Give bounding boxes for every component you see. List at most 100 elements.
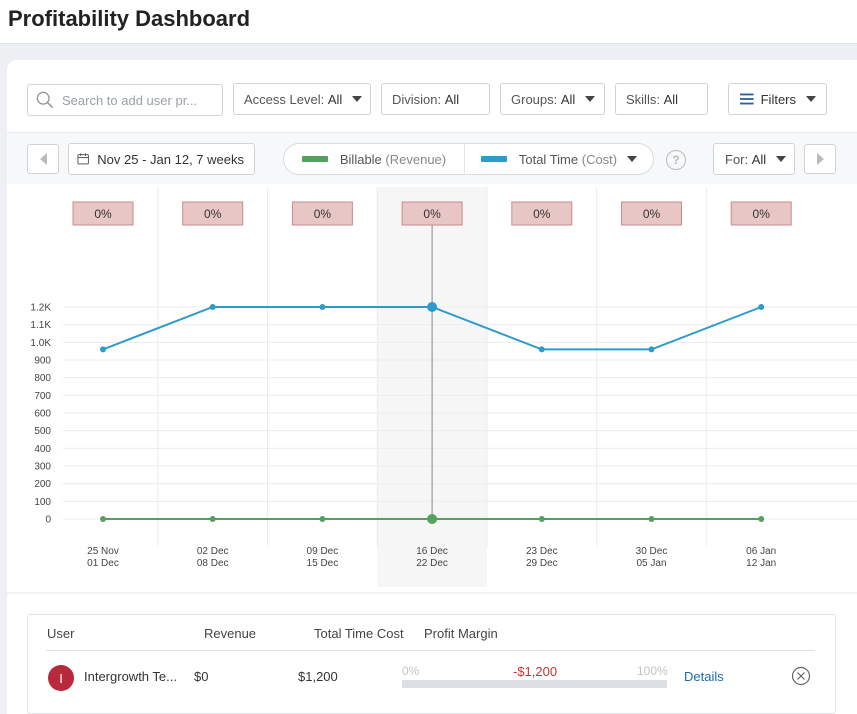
division-label: Division: bbox=[392, 91, 442, 107]
groups-dropdown[interactable]: Groups: All bbox=[500, 83, 605, 115]
margin-max-label: 100% bbox=[637, 664, 668, 678]
margin-label-box bbox=[182, 201, 244, 226]
margin-label: 0% bbox=[533, 207, 551, 221]
next-period-button[interactable] bbox=[804, 144, 836, 174]
margin-label-box bbox=[72, 201, 134, 226]
total-time-swatch bbox=[480, 156, 507, 162]
billable-revenue-point bbox=[209, 516, 216, 522]
for-dropdown[interactable]: For: All bbox=[713, 143, 795, 175]
y-tick-label: 600 bbox=[34, 409, 51, 420]
y-tick-label: 900 bbox=[34, 356, 51, 367]
margin-value: -$1,200 bbox=[513, 664, 558, 679]
y-tick-label: 700 bbox=[34, 391, 51, 402]
division-dropdown[interactable]: Division: All bbox=[381, 83, 490, 115]
caret-down-icon bbox=[776, 156, 787, 162]
x-tick-label: 02 Dec bbox=[197, 546, 229, 557]
user-revenue: $0 bbox=[194, 669, 209, 684]
profitability-chart: 0 100 200 300 400 500 600 700 800 900 1.0K 1.1K 1.2K… bbox=[7, 187, 857, 594]
x-tick-label: 05 Jan bbox=[636, 558, 666, 569]
billable-revenue-point bbox=[427, 514, 438, 524]
date-range-label: Nov 25 - Jan 12, 7 weeks bbox=[97, 151, 244, 167]
y-tick-label: 300 bbox=[34, 462, 51, 473]
legend-billable[interactable]: Billable (Revenue) bbox=[284, 144, 464, 174]
filters-button[interactable]: Filters bbox=[728, 83, 827, 115]
billable-revenue-point bbox=[648, 516, 655, 522]
y-tick-label: 400 bbox=[34, 444, 51, 455]
y-tick-label: 1.0K bbox=[30, 338, 51, 349]
caret-down-icon bbox=[585, 96, 596, 102]
x-tick-label: 15 Dec bbox=[307, 558, 339, 569]
header-user: User bbox=[47, 626, 75, 641]
x-tick-label: 08 Dec bbox=[197, 558, 229, 569]
x-tick-label: 25 Nov bbox=[87, 546, 119, 557]
legend-total-time[interactable]: Total Time (Cost) bbox=[465, 144, 653, 174]
legend-divider bbox=[464, 143, 465, 175]
legend-billable-sub: (Revenue) bbox=[385, 151, 447, 167]
dashboard-card: Access Level: All Division: All Groups: … bbox=[7, 60, 857, 714]
filters-label: Filters bbox=[760, 91, 796, 107]
prev-period-button[interactable] bbox=[27, 144, 59, 174]
x-tick-label: 16 Dec bbox=[416, 546, 448, 557]
caret-down-icon bbox=[806, 96, 816, 102]
user-name[interactable]: Intergrowth Te... bbox=[84, 669, 177, 684]
margin-label-box bbox=[730, 201, 792, 226]
skills-dropdown[interactable]: Skills: All bbox=[615, 83, 708, 115]
billable-revenue-point bbox=[319, 516, 326, 522]
x-tick-label: 22 Dec bbox=[416, 558, 448, 569]
search-icon bbox=[36, 91, 54, 109]
total-time-cost-point bbox=[758, 304, 765, 310]
series-legend: Billable (Revenue) Total Time (Cost) bbox=[283, 143, 654, 175]
details-link[interactable]: Details bbox=[684, 669, 724, 684]
margin-label: 0% bbox=[423, 207, 441, 221]
date-range-picker[interactable]: Nov 25 - Jan 12, 7 weeks bbox=[68, 143, 255, 175]
access-level-value: All bbox=[327, 91, 343, 107]
header-bar: Profitability Dashboard bbox=[0, 0, 857, 44]
chevron-right-icon bbox=[816, 153, 824, 165]
billable-swatch bbox=[301, 156, 328, 162]
x-tick-label: 09 Dec bbox=[307, 546, 339, 557]
groups-label: Groups: bbox=[511, 91, 558, 107]
header-total-time-cost: Total Time Cost bbox=[314, 626, 404, 641]
margin-label: 0% bbox=[314, 207, 332, 221]
margin-label-box bbox=[621, 201, 682, 226]
header-profit-margin: Profit Margin bbox=[424, 626, 498, 641]
y-tick-label: 0 bbox=[45, 515, 51, 526]
x-tick-label: 29 Dec bbox=[526, 558, 558, 569]
for-label: For: bbox=[725, 151, 749, 167]
page-title: Profitability Dashboard bbox=[8, 6, 251, 31]
search-input[interactable] bbox=[62, 92, 212, 108]
x-tick-label: 06 Jan bbox=[746, 546, 776, 557]
search-box[interactable] bbox=[27, 84, 223, 116]
chevron-left-icon bbox=[39, 153, 47, 165]
y-tick-label: 1.1K bbox=[30, 320, 51, 331]
division-value: All bbox=[444, 91, 460, 107]
margin-label: 0% bbox=[753, 207, 771, 221]
legend-billable-label: Billable bbox=[339, 151, 382, 167]
calendar-icon bbox=[77, 153, 89, 165]
user-total-time-cost: $1,200 bbox=[298, 669, 338, 684]
access-level-dropdown[interactable]: Access Level: All bbox=[233, 83, 371, 115]
caret-down-icon bbox=[627, 156, 638, 162]
total-time-cost-point bbox=[648, 346, 655, 353]
skills-value: All bbox=[663, 91, 679, 107]
total-time-cost-point bbox=[100, 346, 106, 353]
margin-label-box bbox=[291, 201, 353, 226]
chart-toolbar: Nov 25 - Jan 12, 7 weeks Billable (Reven… bbox=[7, 132, 857, 184]
legend-total-time-sub: (Cost) bbox=[581, 151, 618, 167]
help-icon[interactable]: ? bbox=[666, 150, 686, 170]
margin-label: 0% bbox=[94, 207, 112, 221]
y-tick-label: 800 bbox=[34, 373, 51, 384]
margin-label: 0% bbox=[204, 207, 222, 221]
total-time-cost-point bbox=[209, 304, 216, 310]
total-time-cost-point bbox=[427, 302, 438, 312]
x-tick-label: 23 Dec bbox=[526, 546, 558, 557]
billable-revenue-point bbox=[100, 516, 106, 522]
access-level-label: Access Level: bbox=[244, 91, 325, 107]
remove-circle-icon[interactable] bbox=[791, 666, 811, 686]
y-tick-label: 1.2K bbox=[30, 303, 51, 314]
x-tick-label: 01 Dec bbox=[87, 558, 119, 569]
avatar: I bbox=[48, 665, 74, 691]
for-value: All bbox=[751, 151, 767, 167]
profit-margin-bar bbox=[402, 680, 667, 688]
margin-label: 0% bbox=[643, 207, 661, 221]
